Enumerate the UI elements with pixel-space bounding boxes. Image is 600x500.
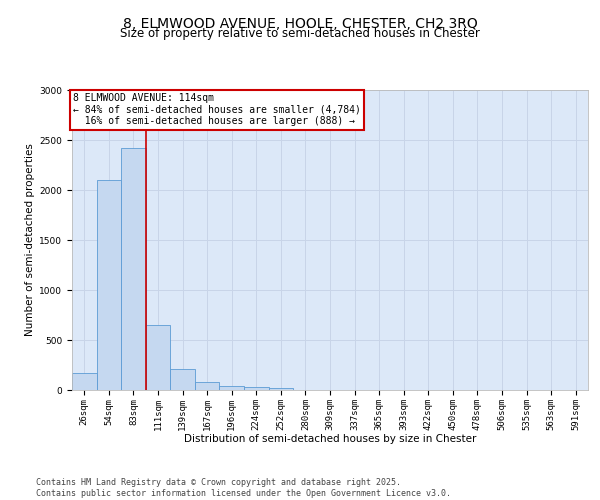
X-axis label: Distribution of semi-detached houses by size in Chester: Distribution of semi-detached houses by … <box>184 434 476 444</box>
Text: 8, ELMWOOD AVENUE, HOOLE, CHESTER, CH2 3RQ: 8, ELMWOOD AVENUE, HOOLE, CHESTER, CH2 3… <box>122 18 478 32</box>
Bar <box>97 180 121 390</box>
Text: Size of property relative to semi-detached houses in Chester: Size of property relative to semi-detach… <box>120 28 480 40</box>
Bar <box>121 148 146 390</box>
Text: Contains HM Land Registry data © Crown copyright and database right 2025.
Contai: Contains HM Land Registry data © Crown c… <box>36 478 451 498</box>
Bar <box>170 368 195 390</box>
Bar <box>72 372 97 390</box>
Bar <box>195 382 220 390</box>
Text: 8 ELMWOOD AVENUE: 114sqm
← 84% of semi-detached houses are smaller (4,784)
  16%: 8 ELMWOOD AVENUE: 114sqm ← 84% of semi-d… <box>73 93 361 126</box>
Bar <box>244 386 269 390</box>
Bar <box>269 388 293 390</box>
Y-axis label: Number of semi-detached properties: Number of semi-detached properties <box>25 144 35 336</box>
Bar <box>220 386 244 390</box>
Bar <box>146 325 170 390</box>
